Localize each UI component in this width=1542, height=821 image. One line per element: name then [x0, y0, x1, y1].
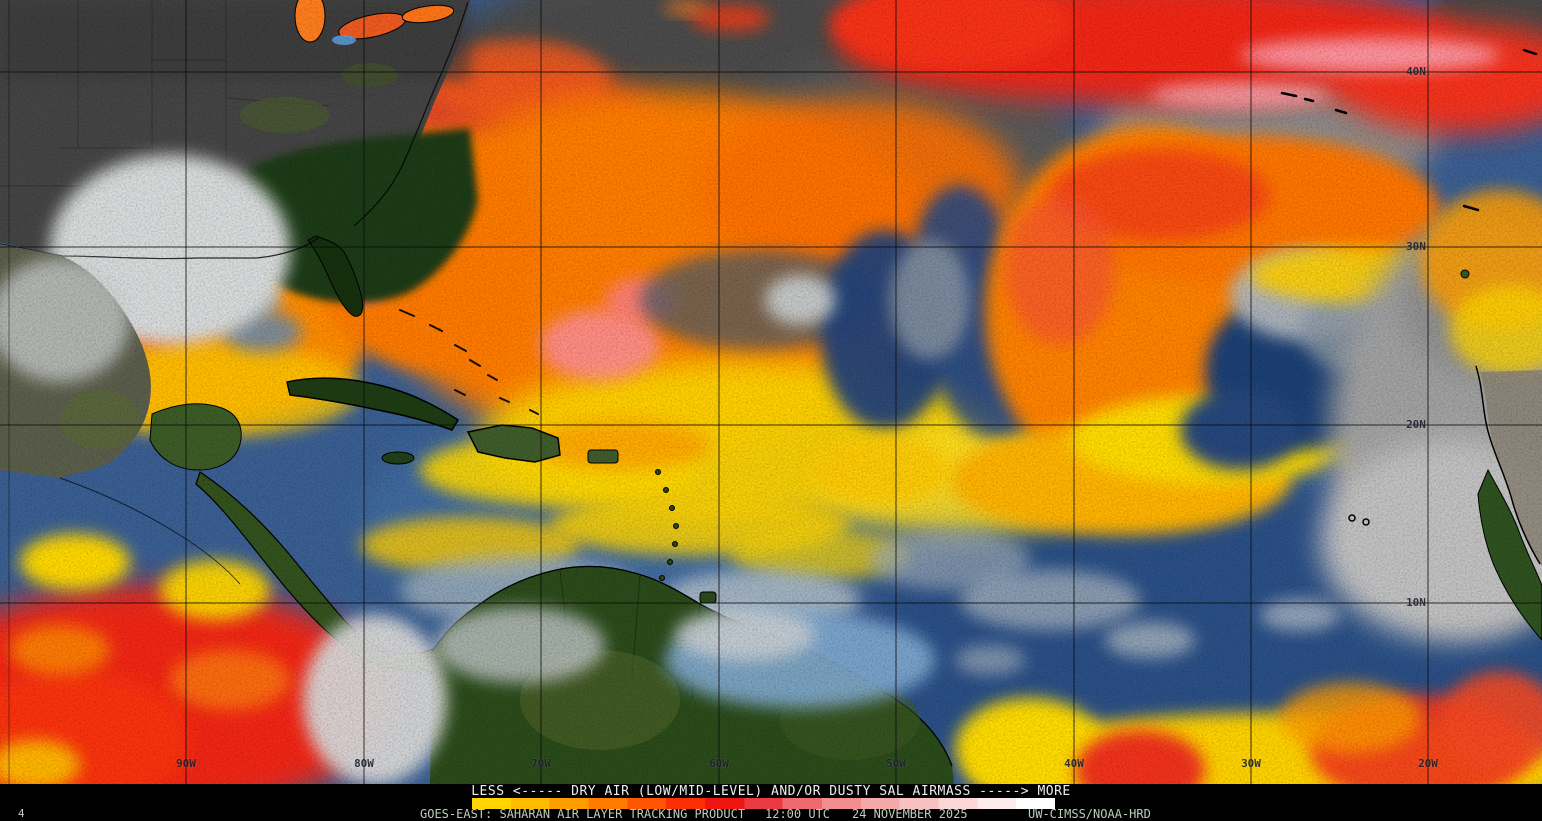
product-title: GOES-EAST: SAHARAN AIR LAYER TRACKING PR… [420, 807, 746, 821]
frame-number: 4 [18, 807, 25, 820]
speckle-texture [0, 0, 1542, 784]
satellite-map: 40N 30N 20N 10N 90W 80W 70W 60W 50W 40W … [0, 0, 1542, 784]
product-date: 24 NOVEMBER 2025 [852, 807, 968, 821]
product-credit: UW-CIMSS/NOAA-HRD [1028, 807, 1151, 821]
graticule-layer [0, 0, 1542, 784]
colorbar [472, 798, 1055, 809]
legend-bar: LESS <----- DRY AIR (LOW/MID-LEVEL) AND/… [0, 784, 1542, 821]
timestamp-utc: 12:00 UTC [765, 807, 831, 821]
legend-scale-text: LESS <----- DRY AIR (LOW/MID-LEVEL) AND/… [471, 784, 1071, 799]
satellite-imagery-art [0, 0, 1542, 784]
